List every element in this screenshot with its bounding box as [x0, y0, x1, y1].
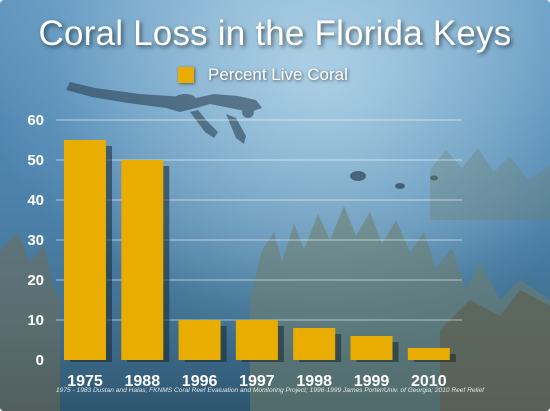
- bottom-coral: [440, 290, 550, 411]
- bars: [64, 140, 450, 360]
- bar-2010: [407, 348, 450, 360]
- left-coral: [0, 232, 60, 411]
- x-tick-label: 1996: [182, 373, 218, 390]
- bar-1996: [178, 320, 221, 360]
- x-tick-label: 1997: [239, 373, 275, 390]
- x-tick-label: 1999: [354, 373, 390, 390]
- bar-1975: [64, 140, 106, 360]
- x-tick-label: 2010: [411, 373, 447, 390]
- diver-silhouette: [66, 82, 262, 144]
- x-axis-ticks: 1975 1988 1996 1997 1998 1999 2010: [67, 373, 446, 390]
- legend-label: Percent Live Coral: [208, 65, 348, 84]
- x-tick-label: 1998: [296, 373, 332, 390]
- y-axis-ticks: 0 10 20 30 40 50 60: [27, 112, 44, 369]
- y-tick-label: 30: [27, 232, 44, 249]
- gridlines: [56, 119, 462, 321]
- bar-1999: [350, 336, 393, 360]
- legend: Percent Live Coral: [178, 64, 348, 86]
- x-tick-label: 1988: [125, 373, 161, 390]
- bar-1998: [293, 328, 336, 360]
- y-tick-label: 20: [27, 272, 44, 289]
- y-tick-label: 10: [27, 312, 44, 329]
- chart-title: Coral Loss in the Florida Keys: [38, 14, 512, 53]
- y-tick-label: 0: [36, 352, 44, 369]
- bar-1997: [235, 320, 278, 360]
- legend-swatch: [178, 67, 194, 83]
- fish-silhouettes: [350, 171, 438, 189]
- bar-1988: [121, 160, 164, 360]
- x-tick-label: 1975: [67, 373, 103, 390]
- y-tick-label: 60: [27, 112, 44, 129]
- y-tick-label: 50: [27, 152, 44, 169]
- source-note: 1975 - 1983 Dustan and Halas; FKNMS Cora…: [56, 387, 484, 394]
- y-tick-label: 40: [27, 192, 44, 209]
